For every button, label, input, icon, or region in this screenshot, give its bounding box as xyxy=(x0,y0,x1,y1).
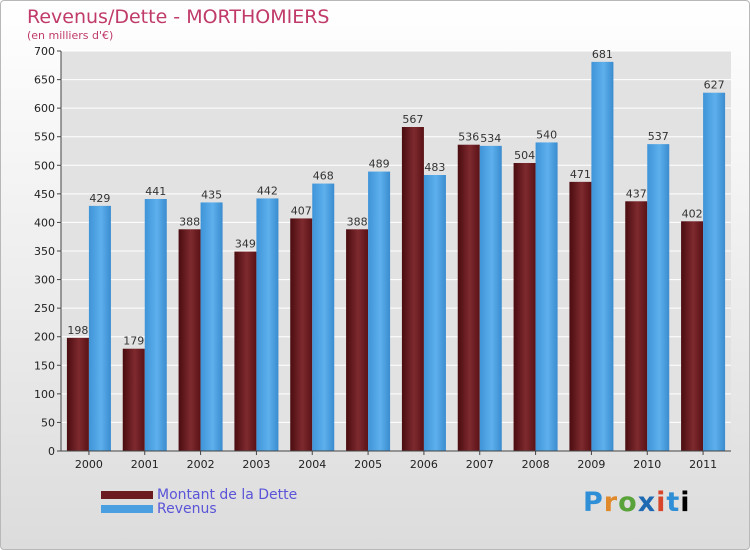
data-label: 540 xyxy=(536,128,557,141)
chart-subtitle: (en milliers d'€) xyxy=(27,29,114,42)
logo-letter: t xyxy=(666,487,681,518)
bar-revenus xyxy=(200,202,223,451)
legend-item-debt: Montant de la Dette xyxy=(101,487,297,503)
data-label: 537 xyxy=(648,130,669,143)
logo-letter: x xyxy=(637,487,657,518)
x-tick-label: 2008 xyxy=(522,458,550,471)
x-tick-label: 2011 xyxy=(689,458,717,471)
y-tick-label: 250 xyxy=(34,302,55,315)
chart-title: Revenus/Dette - MORTHOMIERS xyxy=(27,6,330,28)
y-tick-label: 700 xyxy=(34,45,55,58)
x-tick-label: 2002 xyxy=(187,458,215,471)
data-label: 388 xyxy=(179,215,200,228)
x-tick-label: 2003 xyxy=(242,458,270,471)
data-labels: 198 429 179 441 388 435 349 442 407 468 388 489 567 4… xyxy=(67,48,724,348)
bar-revenus xyxy=(591,61,614,451)
y-tick-label: 600 xyxy=(34,102,55,115)
data-label: 402 xyxy=(682,207,703,220)
data-label: 504 xyxy=(514,149,535,162)
x-tick-label: 2000 xyxy=(75,458,103,471)
bar-revenus xyxy=(535,142,558,451)
bar-revenus xyxy=(368,171,391,452)
bar-debt xyxy=(178,229,201,451)
bar-chart: 198 429 179 441 388 435 349 442 407 468 388 489 567 4… xyxy=(34,45,731,471)
data-label: 567 xyxy=(402,113,423,126)
legend-item-revenus: Revenus xyxy=(101,501,217,517)
data-label: 388 xyxy=(347,215,368,228)
proxiti-logo: Proxiti xyxy=(583,487,691,518)
data-label: 437 xyxy=(626,187,647,200)
data-label: 349 xyxy=(235,238,256,251)
y-tick-label: 50 xyxy=(41,416,55,429)
data-label: 489 xyxy=(369,158,390,171)
y-tick-label: 100 xyxy=(34,388,55,401)
logo-letter: r xyxy=(603,487,619,518)
bar-debt xyxy=(569,181,592,451)
data-label: 536 xyxy=(458,131,479,144)
grid-lines xyxy=(61,50,731,452)
bar-debt xyxy=(625,201,648,451)
bar-debt xyxy=(401,127,424,451)
data-label: 429 xyxy=(89,192,110,205)
x-tick-label: 2001 xyxy=(131,458,159,471)
y-tick-label: 400 xyxy=(34,216,55,229)
legend-label-revenus: Revenus xyxy=(157,501,217,517)
data-label: 198 xyxy=(67,324,88,337)
legend-swatch-debt xyxy=(101,491,153,499)
bar-debt xyxy=(122,348,145,451)
bar-revenus xyxy=(88,205,111,451)
y-tick-label: 500 xyxy=(34,159,55,172)
bar-debt xyxy=(457,144,480,451)
x-tick-label: 2006 xyxy=(410,458,438,471)
logo-letter: o xyxy=(618,487,638,518)
bar-debt xyxy=(66,337,89,451)
y-tick-label: 650 xyxy=(34,74,55,87)
bar-revenus xyxy=(144,199,167,451)
bar-revenus xyxy=(423,175,446,451)
logo-letter: i xyxy=(656,487,667,518)
data-label: 442 xyxy=(257,184,278,197)
data-label: 441 xyxy=(145,185,166,198)
y-tick-label: 550 xyxy=(34,131,55,144)
x-tick-label: 2004 xyxy=(298,458,326,471)
data-label: 471 xyxy=(570,168,591,181)
bar-debt xyxy=(234,251,257,451)
legend-swatch-revenus xyxy=(101,505,153,513)
x-tick-label: 2007 xyxy=(466,458,494,471)
bar-debt xyxy=(681,221,704,451)
x-tick-label: 2005 xyxy=(354,458,382,471)
bar-debt xyxy=(290,218,313,451)
logo-letter: i xyxy=(680,487,691,518)
data-label: 681 xyxy=(592,48,613,61)
y-tick-label: 200 xyxy=(34,331,55,344)
data-label: 627 xyxy=(704,79,725,92)
data-label: 483 xyxy=(424,161,445,174)
x-tick-label: 2010 xyxy=(633,458,661,471)
y-tick-label: 300 xyxy=(34,274,55,287)
y-tick-label: 150 xyxy=(34,359,55,372)
y-tick-label: 350 xyxy=(34,245,55,258)
logo-letter: P xyxy=(583,487,604,518)
bars xyxy=(66,61,726,452)
data-label: 407 xyxy=(291,204,312,217)
data-label: 179 xyxy=(123,335,144,348)
bar-revenus xyxy=(312,183,335,452)
y-tick-label: 450 xyxy=(34,188,55,201)
bar-revenus xyxy=(479,145,502,451)
data-label: 468 xyxy=(313,170,334,183)
bar-revenus xyxy=(256,198,279,451)
data-label: 435 xyxy=(201,188,222,201)
axes: 0 50 100 150 200 250 300 350 400 450 500 550 600 650 7… xyxy=(34,45,731,471)
y-tick-label: 0 xyxy=(48,445,55,458)
bar-debt xyxy=(346,229,369,451)
data-label: 534 xyxy=(480,132,501,145)
legend-label-debt: Montant de la Dette xyxy=(157,487,298,503)
bar-revenus xyxy=(647,144,670,451)
bar-revenus xyxy=(703,92,726,451)
bar-debt xyxy=(513,163,536,451)
x-tick-label: 2009 xyxy=(577,458,605,471)
